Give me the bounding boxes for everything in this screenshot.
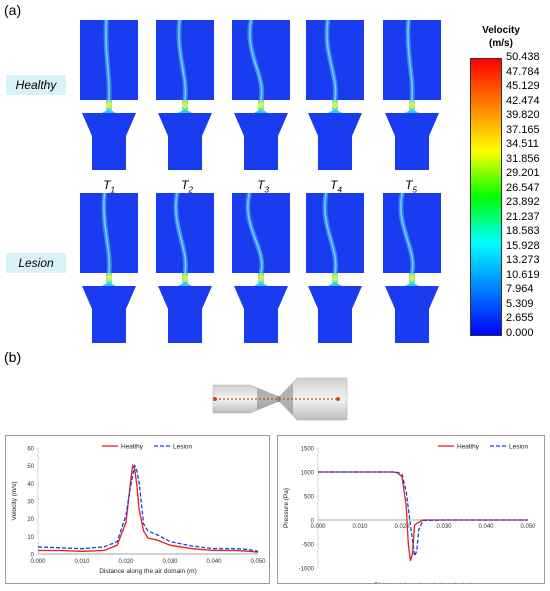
series-line-healthy [318,471,528,561]
x-tick-label: 0.020 [118,559,134,565]
colorbar-tick-label: 50.438 [506,51,540,63]
colorbar-tick-label: 13.273 [506,254,540,267]
y-tick-label: 50 [27,464,34,470]
colorbar-tick-label: 26.547 [506,181,540,194]
contour-cell-healthy-t5 [383,19,441,170]
x-tick-label: 0.010 [74,559,90,565]
pressure-chart-frame: -1000 -500 0 500 1000 1500 0.000 0.010 0.020 0.03… [277,435,545,590]
contour-cell-lesion-t2 [156,192,214,343]
colorbar-tick-label: 5.309 [506,297,534,310]
contour-cell-healthy-t1 [80,19,138,170]
legend-label-lesion: Lesion [173,444,193,451]
colorbar-title-line2: (m/s) [489,38,513,49]
x-tick-label: 0.040 [206,559,222,565]
y-tick-label: 1500 [301,447,315,453]
colorbar-tick-label: 15.928 [506,239,540,252]
contour-cell-lesion-t1 [80,192,138,343]
colorbar-tick-label: 18.583 [506,225,540,238]
y-tick-label: 20 [27,517,34,523]
series-line-lesion [318,471,528,559]
time-label-t4: T4 [330,178,342,195]
colorbar-tick-label: 47.784 [506,65,540,78]
x-tick-label: 0.050 [520,524,536,530]
x-tick-label: 0.030 [162,559,178,565]
time-label-t5: T5 [405,178,417,195]
x-tick-label: 0.000 [310,524,326,530]
y-tick-label: -1000 [299,567,315,573]
y-tick-label: 500 [304,495,315,501]
colorbar-tick-label: 31.856 [506,152,540,165]
colorbar-tick-label: 37.165 [506,123,540,136]
colorbar-tick-label: 29.201 [506,167,540,180]
time-label-t2: T2 [181,178,193,195]
colorbar-tick-label: 21.237 [506,210,540,223]
colorbar-tick-label: 10.619 [506,268,540,281]
legend-label-lesion: Lesion [509,444,529,451]
x-tick-label: 0.050 [250,559,266,565]
velocity-chart: 0 10 20 30 40 50 60 0.000 0.010 0.020 0.030 0.040 0.… [11,444,266,576]
colorbar-tick-label: 7.964 [506,283,534,296]
contour-grid [80,19,441,343]
x-tick-label: 0.030 [436,524,452,530]
panel-b-label: (b) [4,349,22,365]
colorbar-gradient [470,58,502,336]
x-axis-label: Distance along the air domain (m) [99,568,197,575]
colorbar-title: Velocity (m/s) [470,24,532,50]
contour-cell-healthy-t3 [232,19,290,170]
y-tick-label: 60 [27,447,34,453]
pressure-chart: -1000 -500 0 500 1000 1500 0.000 0.010 0.020 0.03… [283,444,536,590]
panel-a-label: (a) [4,2,22,18]
colorbar-tick-label: 2.655 [506,312,534,325]
y-tick-label: -500 [302,543,315,549]
series-line-healthy [38,463,259,553]
x-axis-label: Distance along the air domain (m) [374,582,472,583]
x-tick-label: 0.040 [478,524,494,530]
x-tick-label: 0.010 [352,524,368,530]
colorbar-title-line1: Velocity [482,25,520,36]
colorbar-tick-label: 0.000 [506,327,534,339]
contour-cell-lesion-t5 [383,192,441,343]
y-axis-label: Velocity (m/s) [11,481,18,520]
contour-cell-lesion-t3 [232,192,290,343]
contour-cell-healthy-t4 [306,19,364,170]
velocity-chart-frame: 0 10 20 30 40 50 60 0.000 0.010 0.020 0.030 0.040 0.… [5,435,270,584]
series-line-lesion [37,463,259,552]
colorbar-tick-label: 39.820 [506,109,540,122]
colorbar-tick-label: 45.129 [506,80,540,93]
x-tick-label: 0.020 [394,524,410,530]
contour-cell-lesion-t4 [306,192,364,343]
y-tick-label: 30 [27,500,34,506]
y-tick-label: 1000 [301,471,315,477]
airway-geometry-diagram [212,377,348,421]
y-tick-label: 0 [31,553,35,559]
y-tick-label: 0 [311,519,315,525]
legend-label-healthy: Healthy [121,444,144,451]
colorbar-tick-label: 34.511 [506,138,539,151]
legend-label-healthy: Healthy [457,444,480,451]
colorbar-tick-label: 42.474 [506,94,540,107]
row-label-lesion: Lesion [6,253,66,273]
y-tick-label: 40 [27,482,34,488]
contour-cell-healthy-t2 [156,19,214,170]
row-label-healthy: Healthy [6,75,66,95]
colorbar-tick-label: 23.892 [506,196,540,209]
y-axis-label: Pressure (Pa) [283,488,290,528]
x-tick-label: 0.000 [30,559,46,565]
time-label-t3: T3 [257,178,269,195]
y-tick-label: 10 [27,535,34,541]
time-label-t1: T1 [103,178,115,195]
